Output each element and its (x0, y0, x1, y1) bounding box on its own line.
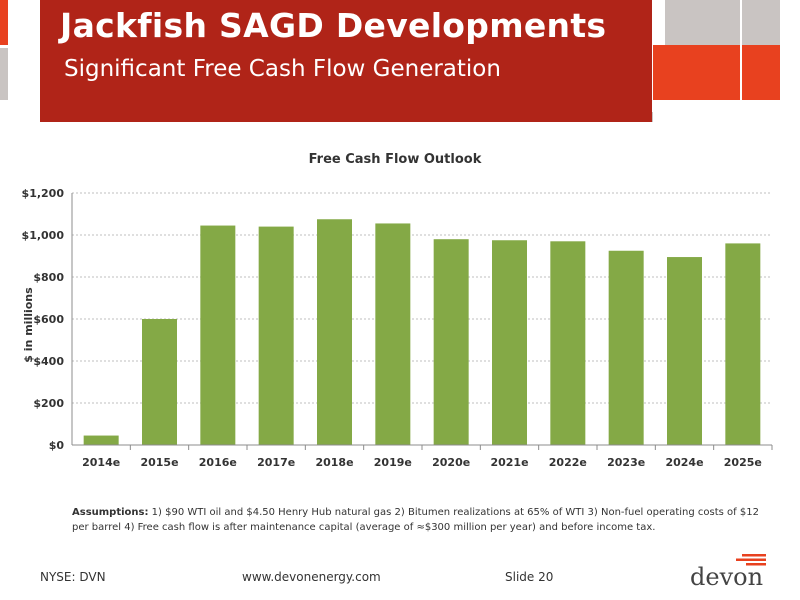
slide-title: Jackfish SAGD Developments (60, 6, 607, 45)
bar (433, 239, 469, 445)
bar (317, 219, 352, 445)
devon-logo: devon (690, 563, 764, 591)
y-tick-label: $1,000 (22, 229, 65, 242)
y-tick-label: $200 (33, 397, 64, 410)
x-tick-label: 2019e (374, 456, 412, 469)
bar (725, 243, 761, 445)
footer-ticker: NYSE: DVN (40, 570, 106, 584)
bar (258, 226, 294, 445)
footer-slide-number: Slide 20 (505, 570, 554, 584)
slide-subtitle: Significant Free Cash Flow Generation (64, 56, 501, 82)
x-tick-label: 2020e (432, 456, 470, 469)
decor-block (665, 0, 740, 45)
x-tick-label: 2023e (607, 456, 645, 469)
x-tick-label: 2022e (549, 456, 587, 469)
bar (667, 257, 702, 445)
y-tick-label: $1,200 (22, 187, 65, 200)
chart-title: Free Cash Flow Outlook (309, 152, 482, 167)
y-tick-label: $0 (49, 439, 65, 452)
x-tick-label: 2016e (199, 456, 237, 469)
bar (142, 319, 177, 445)
bar (492, 240, 527, 445)
bar (200, 225, 236, 445)
x-tick-label: 2024e (665, 456, 703, 469)
assumptions-label: Assumptions: (72, 507, 149, 518)
x-tick-label: 2021e (490, 456, 528, 469)
free-cash-flow-chart: Free Cash Flow Outlook $ in millions $0 $… (22, 152, 773, 469)
devon-logo-icon (736, 554, 766, 566)
bar (608, 250, 644, 445)
bar (375, 223, 411, 445)
y-tick-label: $800 (33, 271, 64, 284)
x-tick-label: 2025e (724, 456, 762, 469)
assumptions-text: 1) $90 WTI oil and $4.50 Henry Hub natur… (72, 507, 759, 533)
decor-block (0, 0, 8, 45)
bar (83, 435, 119, 445)
footer-website[interactable]: www.devonenergy.com (242, 570, 381, 584)
assumptions-note: Assumptions: 1) $90 WTI oil and $4.50 He… (72, 505, 772, 535)
y-axis-label: $ in millions (22, 287, 35, 363)
x-tick-label: 2017e (257, 456, 295, 469)
decor-block (742, 0, 780, 45)
header-bar (40, 0, 652, 122)
x-tick-label: 2014e (82, 456, 120, 469)
x-tick-label: 2015e (140, 456, 178, 469)
y-tick-label: $400 (33, 355, 64, 368)
x-tick-label: 2018e (315, 456, 353, 469)
bar (550, 241, 586, 445)
decor-block (0, 48, 8, 100)
decor-block (742, 45, 780, 100)
y-tick-label: $600 (33, 313, 64, 326)
decor-block (653, 45, 740, 100)
